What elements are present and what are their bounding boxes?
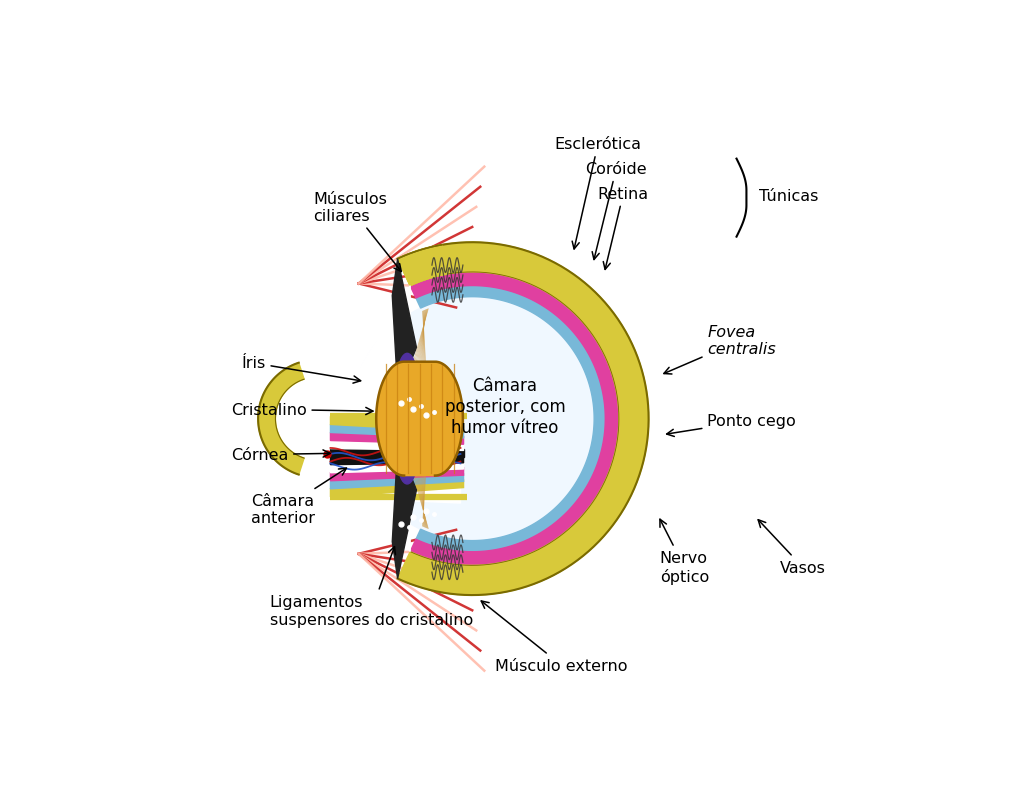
Polygon shape: [318, 410, 461, 503]
Polygon shape: [331, 467, 464, 481]
Polygon shape: [397, 246, 446, 287]
Polygon shape: [397, 246, 446, 287]
Text: Câmara
anterior: Câmara anterior: [251, 468, 346, 526]
Polygon shape: [331, 433, 464, 445]
Polygon shape: [350, 297, 594, 541]
Text: Córnea: Córnea: [230, 447, 331, 463]
Polygon shape: [411, 272, 618, 565]
Polygon shape: [331, 455, 464, 465]
Polygon shape: [331, 425, 464, 438]
Polygon shape: [331, 449, 464, 457]
Polygon shape: [331, 441, 464, 450]
Polygon shape: [376, 362, 463, 476]
Text: Ponto cego: Ponto cego: [667, 414, 797, 437]
Text: Coróide: Coróide: [586, 162, 647, 260]
Text: Esclerótica: Esclerótica: [555, 137, 641, 250]
Text: Íris: Íris: [242, 356, 360, 384]
Polygon shape: [392, 259, 417, 394]
Text: Vasos: Vasos: [758, 520, 825, 575]
Polygon shape: [392, 444, 417, 579]
Polygon shape: [275, 287, 411, 552]
Polygon shape: [258, 363, 304, 475]
Text: Ligamentos
suspensores do cristalino: Ligamentos suspensores do cristalino: [269, 547, 473, 627]
Polygon shape: [416, 286, 605, 552]
Polygon shape: [397, 243, 648, 595]
Text: Túnicas: Túnicas: [759, 189, 818, 204]
Ellipse shape: [398, 354, 417, 400]
Polygon shape: [331, 462, 464, 473]
Polygon shape: [331, 480, 464, 497]
Text: Cristalino: Cristalino: [230, 402, 373, 418]
Text: Fovea
centralis: Fovea centralis: [664, 324, 776, 374]
Text: Retina: Retina: [598, 186, 649, 270]
Text: Nervo
óptico: Nervo óptico: [659, 520, 709, 585]
Text: Câmara
posterior, com
humor vítreo: Câmara posterior, com humor vítreo: [444, 377, 565, 437]
Text: Músculo externo: Músculo externo: [481, 601, 628, 673]
Polygon shape: [331, 474, 464, 489]
Polygon shape: [331, 417, 464, 432]
Ellipse shape: [398, 438, 417, 484]
Text: Músculos
ciliares: Músculos ciliares: [313, 191, 401, 272]
